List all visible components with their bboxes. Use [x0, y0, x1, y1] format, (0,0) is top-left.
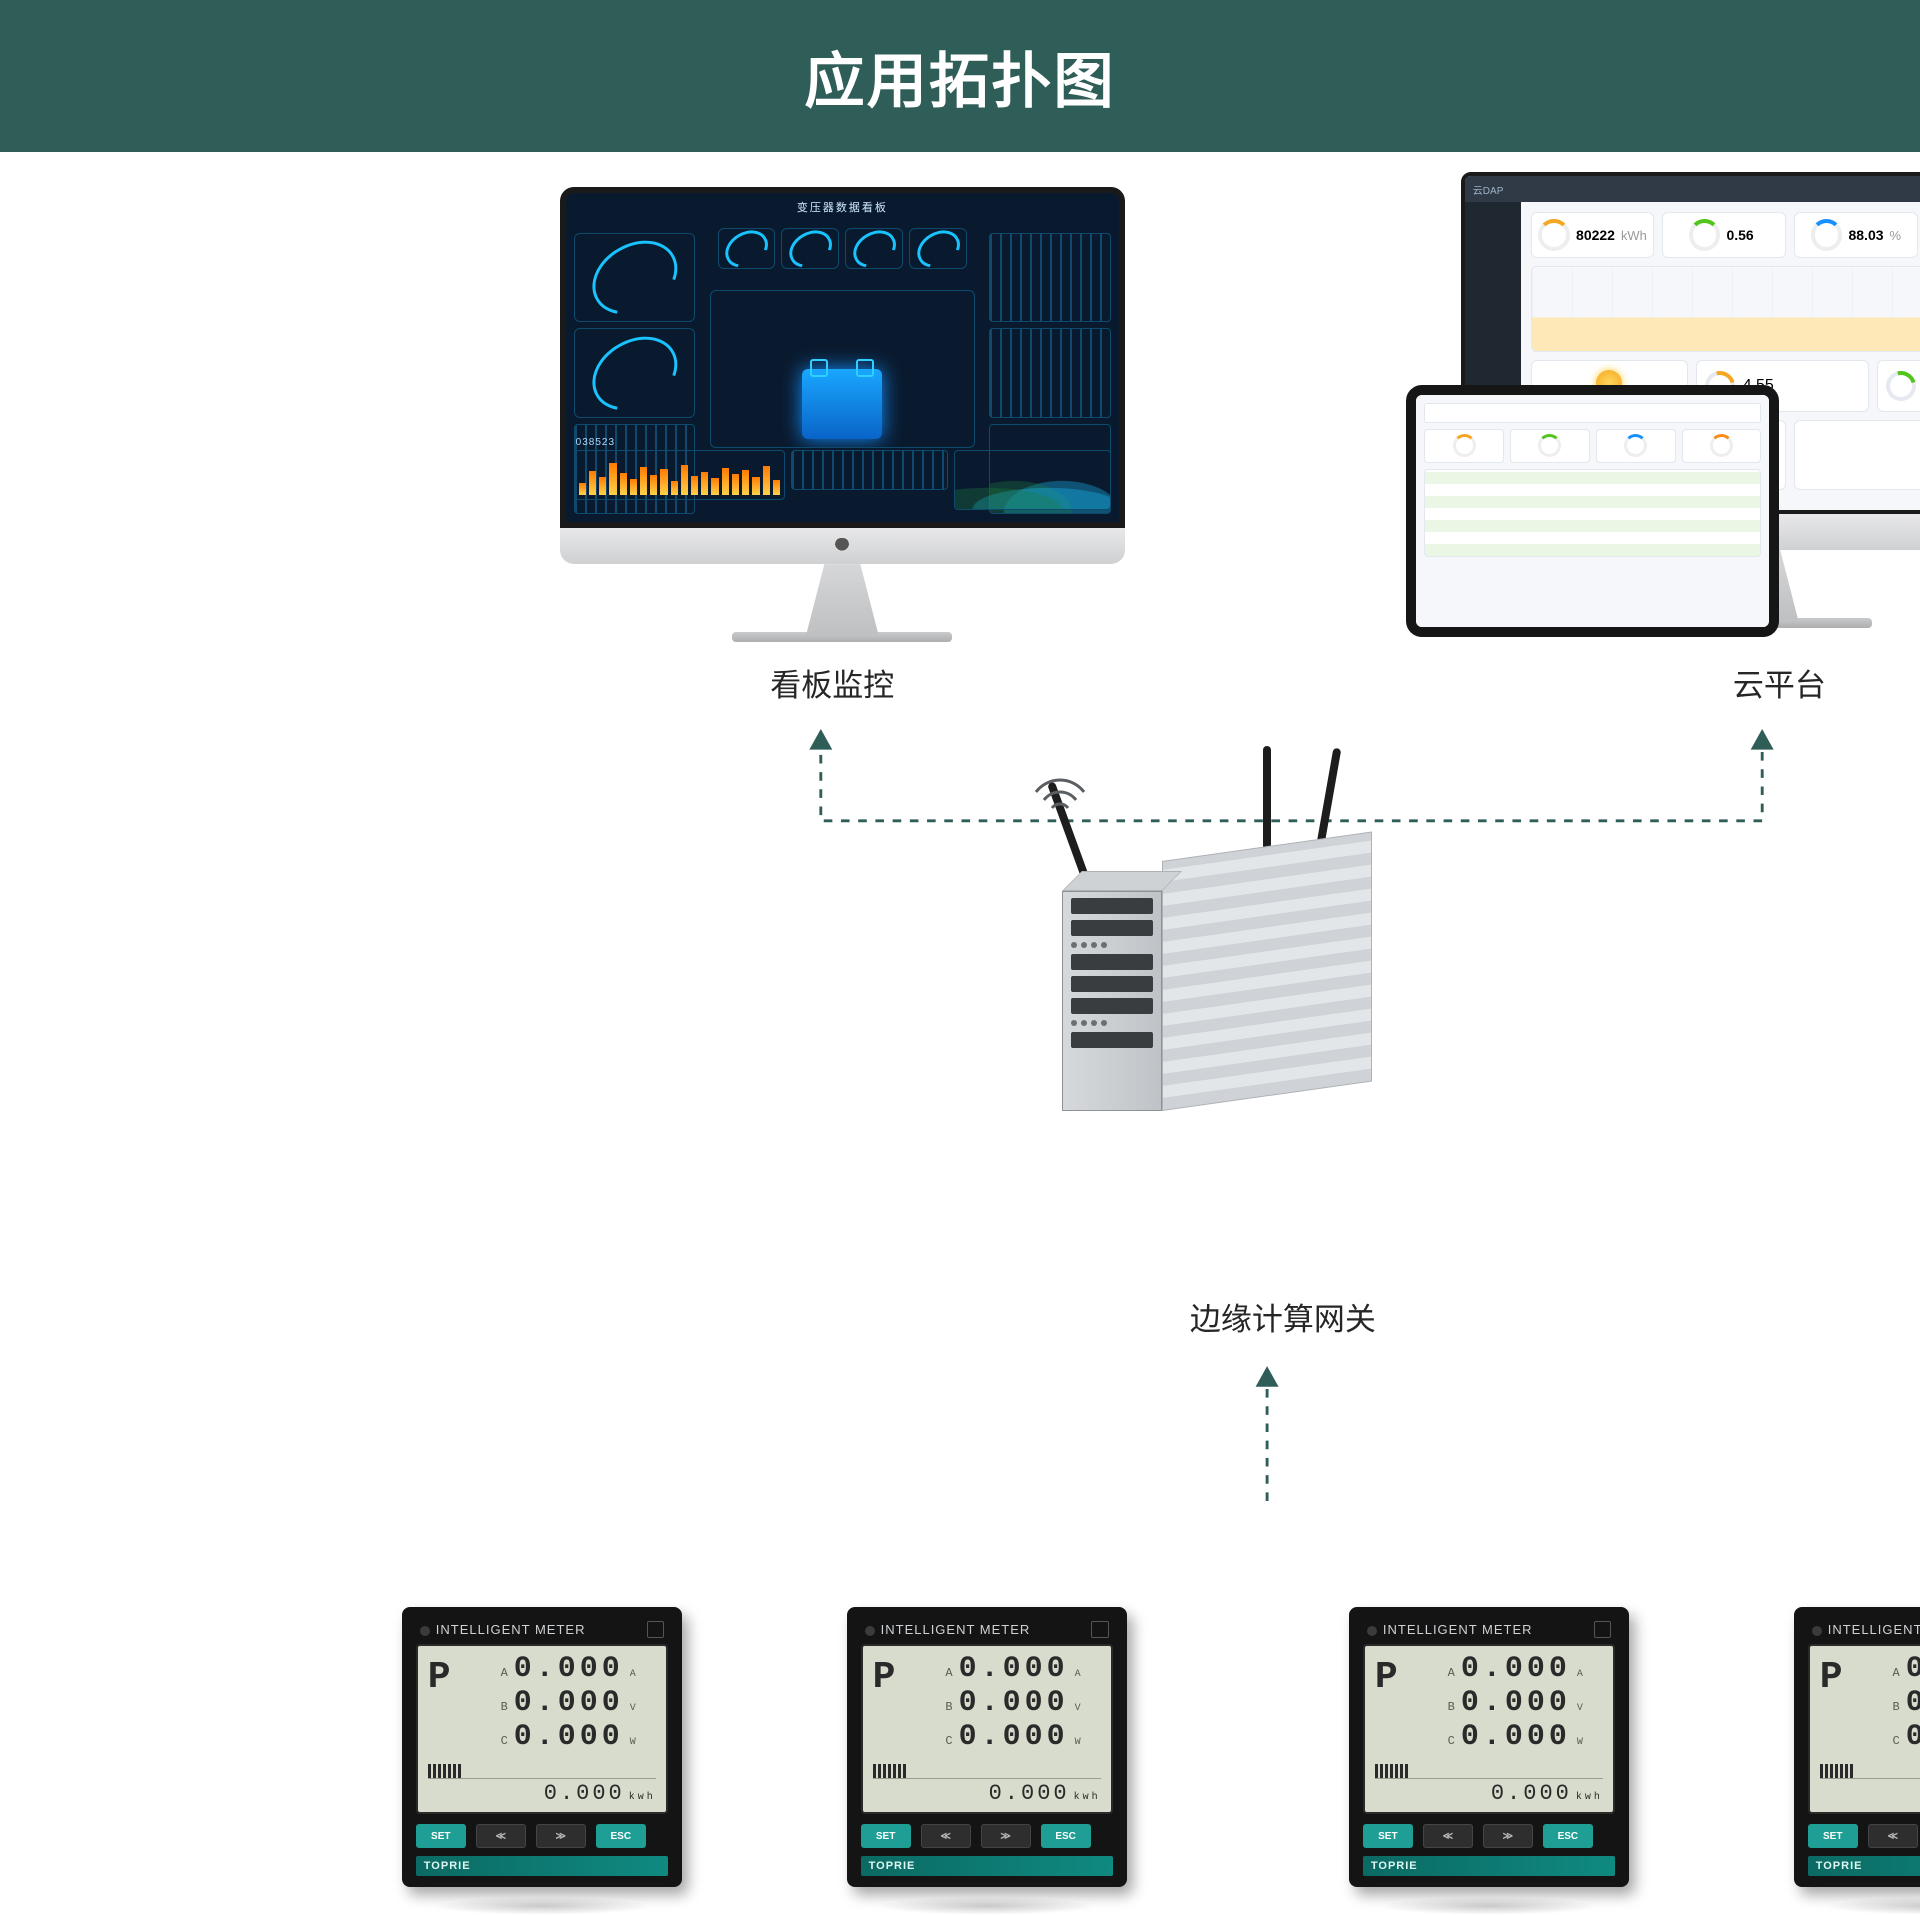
meter-lcd: PA0.000AB0.000VC0.000W0.000kwh — [1808, 1644, 1920, 1814]
brand-bar: TOPRIE — [1363, 1856, 1615, 1876]
tablet-kpi — [1596, 429, 1676, 463]
set-button[interactable]: SET — [416, 1824, 466, 1848]
prev-button[interactable]: ≪ — [1423, 1824, 1473, 1848]
power-meter: INTELLIGENT METERPA0.000AB0.000VC0.000W0… — [847, 1607, 1127, 1915]
meter-case: INTELLIGENT METERPA0.000AB0.000VC0.000W0… — [402, 1607, 682, 1887]
phase-icon: P — [1820, 1656, 1843, 1699]
tablet-kpi — [1424, 429, 1504, 463]
tablet-kpi — [1510, 429, 1590, 463]
schedule-grid — [1424, 469, 1761, 557]
meter-buttons: SET ≪ ≫ ESC — [1363, 1824, 1615, 1848]
meter-lcd: PA0.000AB0.000VC0.000W0.000kwh — [416, 1644, 668, 1814]
meter-header: INTELLIGENT METER — [1808, 1621, 1920, 1644]
power-meter: INTELLIGENT METERPA0.000AB0.000VC0.000W0… — [402, 1607, 682, 1915]
tablet-device — [1406, 385, 1779, 638]
set-button[interactable]: SET — [861, 1824, 911, 1848]
next-button[interactable]: ≫ — [536, 1824, 586, 1848]
topology-root: 应用拓扑图 变压器数据看板 — [0, 0, 1920, 1507]
gateway-body — [1062, 861, 1362, 1111]
gateway-heatsink — [1162, 831, 1372, 1111]
set-button[interactable]: SET — [1363, 1824, 1413, 1848]
meter-case: INTELLIGENT METERPA0.000AB0.000VC0.000W0… — [1349, 1607, 1629, 1887]
next-button[interactable]: ≫ — [981, 1824, 1031, 1848]
wifi-icon — [1030, 772, 1090, 816]
cloud-platform-cluster: 云DAP 80222kWh0.5688.03%80222 4.55 73.64 … — [0, 0, 1920, 717]
edge-gateway — [1062, 861, 1362, 1111]
esc-button[interactable]: ESC — [1041, 1824, 1091, 1848]
meter-case: INTELLIGENT METERPA0.000AB0.000VC0.000W0… — [847, 1607, 1127, 1887]
phase-icon: P — [428, 1656, 451, 1699]
prev-button[interactable]: ≪ — [476, 1824, 526, 1848]
trend-chart — [1531, 266, 1920, 352]
meter-shadow — [1824, 1897, 1920, 1915]
phase-icon: P — [1375, 1656, 1398, 1699]
esc-button[interactable]: ESC — [596, 1824, 646, 1848]
meter-shadow — [1379, 1897, 1599, 1915]
tablet-kpi — [1682, 429, 1762, 463]
cloud-topbar: 云DAP — [1465, 176, 1920, 202]
gateway-front-panel — [1062, 891, 1162, 1111]
kpi-card: 80222kWh — [1531, 212, 1655, 258]
radial-kpi: 73.64 — [1877, 360, 1920, 412]
meter-shadow — [432, 1897, 652, 1915]
next-button[interactable]: ≫ — [1483, 1824, 1533, 1848]
cloud-label: 云平台 — [1708, 660, 1851, 705]
tablet-ui — [1416, 395, 1769, 628]
brand-bar: TOPRIE — [861, 1856, 1113, 1876]
meter-buttons: SET ≪ ≫ ESC — [416, 1824, 668, 1848]
meter-case: INTELLIGENT METERPA0.000AB0.000VC0.000W0… — [1794, 1607, 1920, 1887]
kpi-card: 0.56 — [1662, 212, 1786, 258]
cloud-header-text: 云DAP — [1473, 182, 1504, 197]
meter-lcd: PA0.000AB0.000VC0.000W0.000kwh — [1363, 1644, 1615, 1814]
phase-icon: P — [873, 1656, 896, 1699]
brand-bar: TOPRIE — [1808, 1856, 1920, 1876]
prev-button[interactable]: ≪ — [921, 1824, 971, 1848]
meter-shadow — [877, 1897, 1097, 1915]
meter-buttons: SET ≪ ≫ ESC — [861, 1824, 1113, 1848]
meter-header: INTELLIGENT METER — [861, 1621, 1113, 1644]
meter-header: INTELLIGENT METER — [1363, 1621, 1615, 1644]
prev-button[interactable]: ≪ — [1868, 1824, 1918, 1848]
sankey-chart — [1794, 420, 1920, 490]
brand-bar: TOPRIE — [416, 1856, 668, 1876]
kpi-row: 80222kWh0.5688.03%80222 — [1531, 212, 1920, 258]
gateway-label: 边缘计算网关 — [1139, 1294, 1426, 1339]
esc-button[interactable]: ESC — [1543, 1824, 1593, 1848]
meter-lcd: PA0.000AB0.000VC0.000W0.000kwh — [861, 1644, 1113, 1814]
gateway-top — [1062, 871, 1182, 891]
meter-buttons: SET≪≫ESC — [1808, 1824, 1920, 1848]
power-meter: INTELLIGENT METERPA0.000AB0.000VC0.000W0… — [1794, 1607, 1920, 1915]
tablet-kpi-row — [1424, 429, 1761, 463]
set-button[interactable]: SET — [1808, 1824, 1858, 1848]
meter-header: INTELLIGENT METER — [416, 1621, 668, 1644]
kpi-card: 88.03% — [1794, 212, 1918, 258]
power-meter: INTELLIGENT METERPA0.000AB0.000VC0.000W0… — [1349, 1607, 1629, 1915]
